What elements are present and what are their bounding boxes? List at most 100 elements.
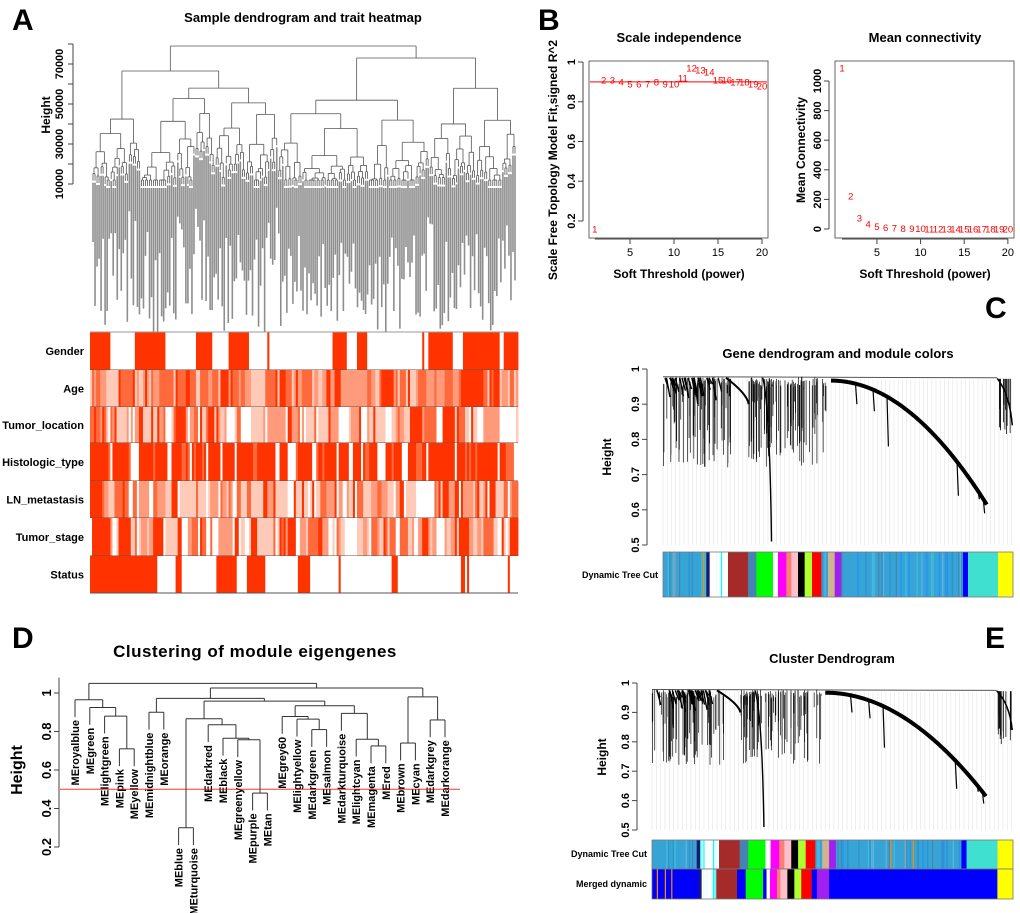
heatmap-cell	[507, 370, 511, 407]
heatmap-cell	[116, 443, 119, 481]
heatmap-cell	[271, 370, 274, 407]
heatmap-cell	[379, 332, 382, 370]
heatmap-cell	[265, 443, 268, 481]
heatmap-cell	[232, 332, 236, 370]
heatmap-cell	[448, 370, 452, 407]
heatmap-cell	[454, 556, 458, 593]
heatmap-cell	[501, 556, 505, 593]
heatmap-cell	[151, 370, 154, 407]
heatmap-cell	[124, 518, 128, 556]
heatmap-cell	[322, 518, 325, 556]
heatmap-cell	[473, 518, 476, 556]
heatmap-cell	[465, 443, 468, 481]
heatmap-cell	[507, 332, 511, 370]
heatmap-cell	[106, 443, 109, 481]
heatmap-cell	[458, 443, 462, 481]
b1-x-axis-tick-label: 20	[756, 247, 768, 259]
heatmap-cell	[424, 407, 427, 443]
module-color-stripe	[656, 869, 658, 899]
heatmap-cell	[147, 443, 150, 481]
heatmap-cell	[281, 443, 285, 481]
heatmap-cell	[263, 556, 266, 593]
heatmap-cell	[136, 407, 140, 443]
heatmap-cell	[216, 332, 219, 370]
heatmap-cell	[120, 370, 124, 407]
scale-independence-frame	[588, 60, 769, 239]
heatmap-cell	[507, 443, 511, 481]
heatmap-cell	[263, 407, 266, 443]
panel-d-y-axis-tick-label: 1	[39, 689, 54, 696]
heatmap-cell	[310, 332, 313, 370]
heatmap-cell	[242, 370, 246, 407]
eigengene-leaf-label: MEdarkorange	[440, 740, 452, 816]
gene-deep-branch	[762, 377, 773, 542]
heatmap-cell	[409, 518, 413, 556]
module-color-stripe	[872, 840, 874, 869]
heatmap-cell	[458, 332, 462, 370]
heatmap-cell	[389, 443, 393, 481]
heatmap-cell	[363, 332, 366, 370]
heatmap-cell	[420, 481, 423, 518]
heatmap-cell	[314, 443, 317, 481]
heatmap-cell	[495, 443, 499, 481]
heatmap-cell	[193, 556, 197, 593]
heatmap-cell	[230, 332, 234, 370]
heatmap-cell	[442, 443, 446, 481]
heatmap-cell	[469, 443, 472, 481]
module-color-stripe	[892, 552, 894, 597]
heatmap-cell	[497, 443, 501, 481]
gene-branch	[886, 396, 889, 447]
heatmap-cell	[475, 481, 478, 518]
gene-branch	[882, 706, 886, 748]
heatmap-cell	[509, 443, 513, 481]
heatmap-cell	[104, 332, 107, 370]
heatmap-cell	[361, 481, 364, 518]
heatmap-cell	[373, 481, 376, 518]
heatmap-cell	[283, 443, 287, 481]
heatmap-cell	[414, 443, 417, 481]
heatmap-cell	[395, 443, 399, 481]
heatmap-cell	[332, 370, 335, 407]
heatmap-cell	[183, 332, 187, 370]
heatmap-cell	[275, 370, 278, 407]
heatmap-cell	[204, 332, 207, 370]
heatmap-cell	[477, 443, 480, 481]
heatmap-cell	[304, 332, 307, 370]
module-color-stripe	[885, 840, 887, 869]
heatmap-cell	[299, 556, 303, 593]
heatmap-cell	[475, 332, 478, 370]
gene-branch-dense	[711, 377, 717, 400]
heatmap-cell	[326, 556, 329, 593]
heatmap-cell	[122, 518, 126, 556]
heatmap-cell	[259, 518, 262, 556]
module-color-stripe	[952, 840, 954, 869]
heatmap-cell	[509, 370, 513, 407]
heatmap-cell	[426, 332, 429, 370]
heatmap-cell	[159, 407, 162, 443]
gene-branch-dense	[669, 690, 675, 709]
heatmap-cell	[493, 556, 496, 593]
heatmap-cell	[145, 443, 148, 481]
heatmap-cell	[114, 332, 117, 370]
heatmap-cell	[228, 481, 232, 518]
heatmap-cell	[169, 407, 172, 443]
heatmap-cell	[420, 332, 423, 370]
module-color-stripe	[942, 552, 944, 597]
heatmap-cell	[142, 443, 146, 481]
heatmap-cell	[195, 481, 199, 518]
heatmap-cell	[495, 370, 499, 407]
heatmap-cell	[438, 518, 441, 556]
heatmap-cell	[338, 407, 342, 443]
module-color-segment	[784, 840, 792, 869]
module-color-stripe	[921, 552, 923, 597]
heatmap-cell	[140, 556, 144, 593]
module-color-stripe	[824, 552, 826, 597]
heatmap-cell	[444, 407, 448, 443]
heatmap-cell	[310, 370, 313, 407]
heatmap-cell	[230, 481, 234, 518]
heatmap-cell	[299, 370, 303, 407]
heatmap-cell	[312, 518, 315, 556]
heatmap-cell	[340, 443, 344, 481]
heatmap-cell	[301, 481, 305, 518]
